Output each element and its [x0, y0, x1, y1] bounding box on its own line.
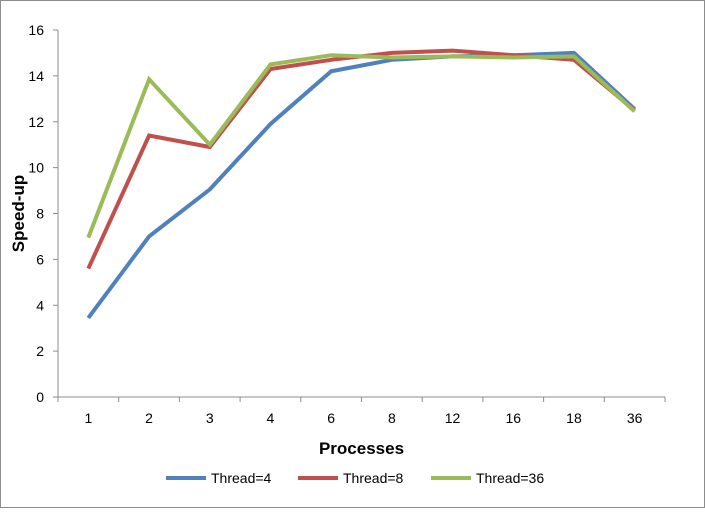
y-tick-label: 8: [36, 206, 44, 222]
series-layer: [86, 48, 636, 320]
x-tick-label: 6: [327, 410, 335, 426]
x-tick-label: 2: [145, 410, 153, 426]
y-axis-title: Speed-up: [9, 175, 28, 252]
y-tick-label: 12: [28, 114, 44, 130]
x-tick-label: 16: [505, 410, 521, 426]
series-line-3: [86, 53, 636, 239]
legend: Thread=4 Thread=8 Thread=36: [166, 470, 544, 486]
legend-label: Thread=4: [211, 470, 272, 486]
legend-label: Thread=8: [343, 470, 404, 486]
x-axis-title: Processes: [319, 439, 404, 458]
x-tick-label: 8: [388, 410, 396, 426]
x-axis-ticks: 1 2 3 4 6 8 12 16 18 36: [57, 397, 666, 426]
y-tick-label: 14: [28, 68, 44, 84]
series-line-2: [86, 48, 636, 270]
y-axis-ticks: 0 2 4 6 8 10 12 14 16: [28, 22, 58, 405]
y-tick-label: 10: [28, 160, 44, 176]
y-tick-label: 6: [36, 251, 44, 267]
x-tick-label: 3: [206, 410, 214, 426]
y-tick-label: 2: [36, 343, 44, 359]
series-line-1: [86, 50, 636, 320]
y-tick-label: 4: [36, 297, 44, 313]
x-tick-label: 18: [566, 410, 582, 426]
y-tick-label: 0: [36, 389, 44, 405]
x-tick-label: 36: [627, 410, 643, 426]
x-tick-label: 12: [445, 410, 461, 426]
x-tick-label: 4: [267, 410, 275, 426]
y-tick-label: 16: [28, 22, 44, 38]
x-tick-label: 1: [84, 410, 92, 426]
legend-label: Thread=36: [476, 470, 544, 486]
